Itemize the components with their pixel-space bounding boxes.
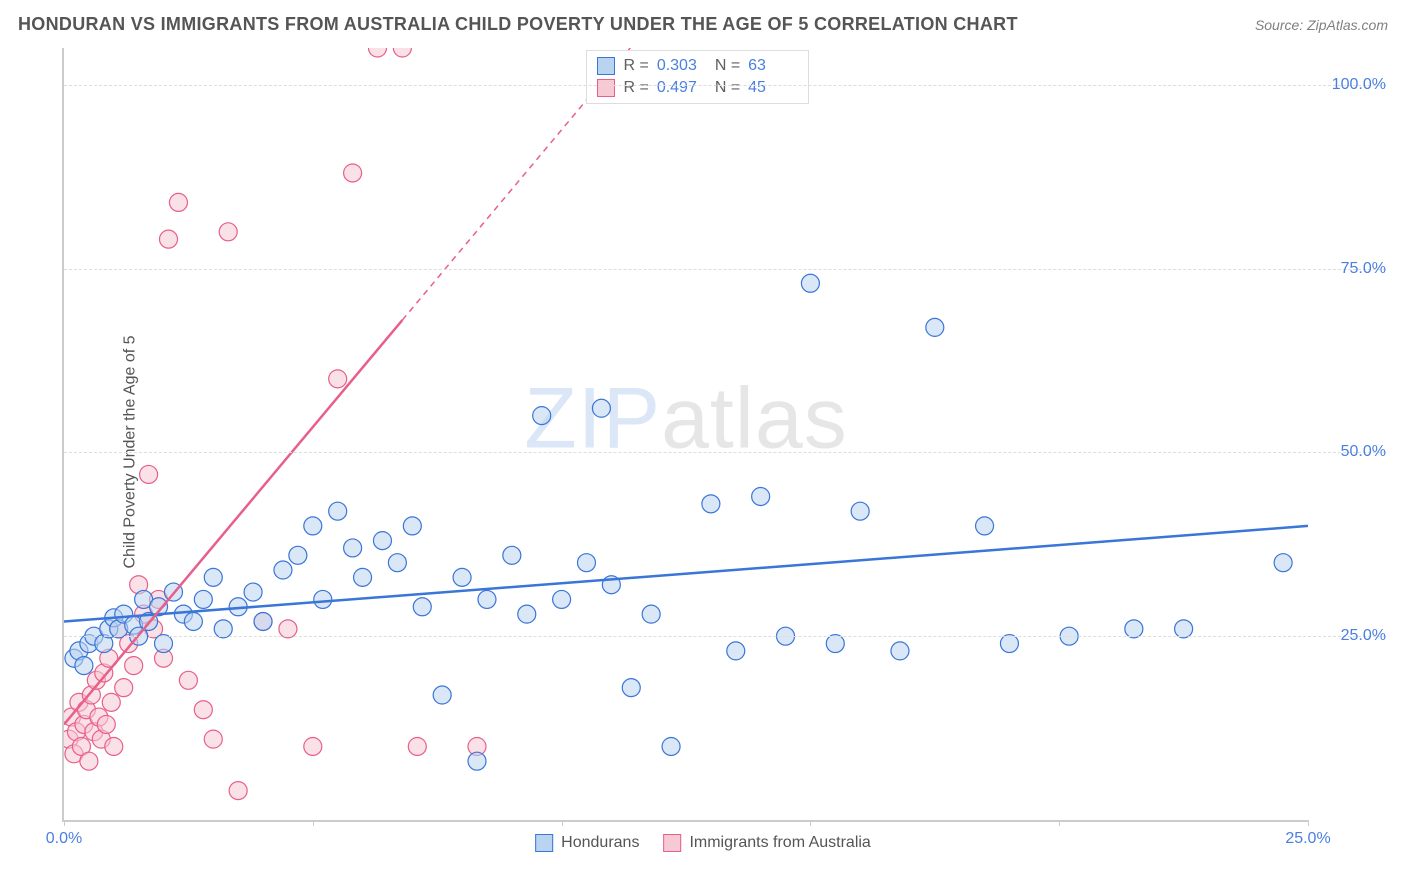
n-label: N = [715,79,740,97]
series-legend: Hondurans Immigrants from Australia [535,834,871,852]
chart-title: HONDURAN VS IMMIGRANTS FROM AUSTRALIA CH… [18,14,1018,35]
legend-label: Immigrants from Australia [689,834,870,852]
stats-legend: R = 0.303 N = 63 R = 0.497 N = 45 [586,50,809,104]
swatch-blue [535,834,553,852]
n-label: N = [715,57,740,75]
plot-area: ZIPatlas R = 0.303 N = 63 R = 0.497 N = … [62,48,1308,822]
r-label: R = [623,57,648,75]
r-value-pink: 0.497 [657,79,707,97]
legend-item-pink: Immigrants from Australia [663,834,870,852]
stats-row-blue: R = 0.303 N = 63 [597,55,798,77]
source-label: Source: ZipAtlas.com [1255,17,1388,33]
n-value-blue: 63 [748,57,798,75]
chart-area: Child Poverty Under the Age of 5 ZIPatla… [18,48,1388,856]
legend-label: Hondurans [561,834,639,852]
r-label: R = [623,79,648,97]
stats-row-pink: R = 0.497 N = 45 [597,77,798,99]
swatch-pink [597,79,615,97]
swatch-blue [597,57,615,75]
swatch-pink [663,834,681,852]
n-value-pink: 45 [748,79,798,97]
r-value-blue: 0.303 [657,57,707,75]
legend-item-blue: Hondurans [535,834,639,852]
scatter-svg [64,48,1308,820]
